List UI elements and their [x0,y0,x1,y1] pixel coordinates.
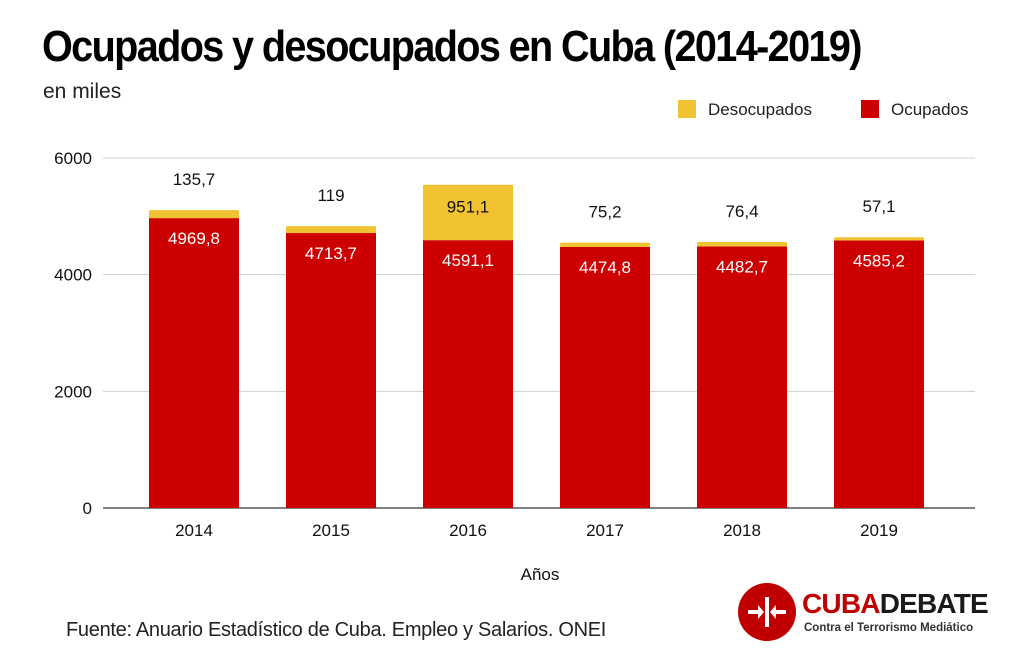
x-tick-label: 2018 [723,521,761,540]
bar-ocupados [286,233,376,508]
data-label-ocupados: 4969,8 [168,229,220,248]
bar-desocupados [286,226,376,234]
data-label-ocupados: 4482,7 [716,258,768,277]
y-tick-label: 0 [83,499,92,518]
x-tick-label: 2016 [449,521,487,540]
legend-label: Ocupados [891,100,969,119]
bar-ocupados [423,240,513,508]
bars: 4969,8 135,7 4713,7 119 4591,1 951,1 4474,8 75,… [149,170,924,509]
bar-desocupados [560,242,650,247]
data-label-ocupados: 4591,1 [442,251,494,270]
logo-word-debate: DEBATE [879,588,989,619]
logo-arrows-icon [748,597,786,627]
x-tick-label: 2014 [175,521,213,540]
logo-word-cuba: CUBA [802,588,880,619]
bar-ocupados [697,246,787,509]
chart-subtitle: en miles [43,80,122,103]
bar-ocupados [834,240,924,508]
bar-ocupados [560,246,650,508]
logo-wordmark: CUBADEBATE [802,588,989,619]
x-axis-title: Años [521,565,560,584]
cubadebate-logo: CUBADEBATE Contra el Terrorismo Mediátic… [738,583,998,643]
bar-desocupados [697,242,787,247]
stacked-bar-chart: 0 2000 4000 6000 4969,8 135,7 4713,7 119 4591,1… [54,100,975,584]
data-label-ocupados: 4474,8 [579,258,631,277]
legend-swatch [678,100,696,118]
bar-desocupados [149,210,239,219]
data-label-desocupados: 57,1 [862,197,895,216]
x-axis: 2014 2015 2016 2017 2018 2019 [175,521,898,540]
data-label-desocupados: 135,7 [173,170,216,189]
data-label-ocupados: 4585,2 [853,252,905,271]
legend-label: Desocupados [708,100,812,119]
legend-swatch [861,100,879,118]
legend: Desocupados Ocupados [678,100,969,119]
source-note: Fuente: Anuario Estadístico de Cuba. Emp… [66,619,607,641]
x-tick-label: 2017 [586,521,624,540]
gridlines [103,157,975,509]
logo-tagline: Contra el Terrorismo Mediático [804,622,974,634]
bar-ocupados [149,218,239,508]
y-tick-label: 6000 [54,149,92,168]
chart-title: Ocupados y desocupados en Cuba (2014-201… [42,22,862,71]
data-label-desocupados: 119 [317,186,344,205]
data-label-desocupados: 76,4 [725,202,758,221]
data-label-desocupados: 75,2 [588,203,621,222]
x-tick-label: 2015 [312,521,350,540]
x-tick-label: 2019 [860,521,898,540]
bar-desocupados [834,237,924,241]
y-tick-label: 4000 [54,266,92,285]
y-tick-label: 2000 [54,382,92,401]
bar-desocupados [423,184,513,241]
data-label-desocupados: 951,1 [447,198,490,217]
y-axis: 0 2000 4000 6000 [54,149,92,518]
data-label-ocupados: 4713,7 [305,244,357,263]
